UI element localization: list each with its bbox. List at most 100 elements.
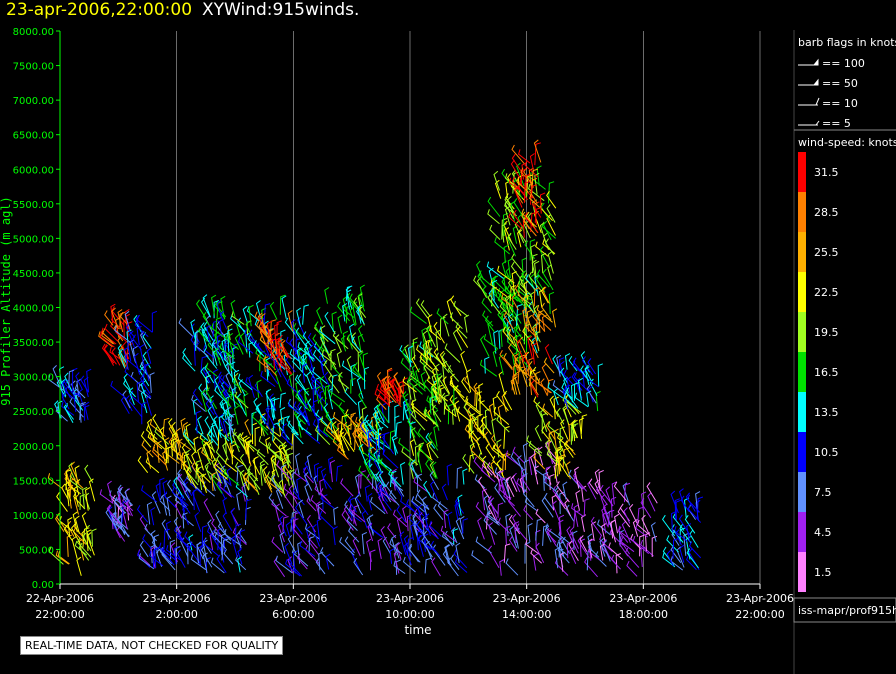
wind-barb (179, 453, 192, 474)
wind-barb (312, 399, 319, 416)
wind-barb (318, 396, 329, 417)
wind-barb (506, 173, 518, 193)
wind-barb (410, 421, 416, 439)
wind-barb (315, 425, 331, 446)
speed-swatch (798, 552, 806, 592)
x-tick-date: 23-Apr-2006 (376, 592, 444, 605)
wind-barb (365, 435, 379, 453)
wind-barb (221, 412, 234, 431)
wind-barb (486, 462, 500, 482)
wind-barb (589, 378, 598, 396)
wind-barb (240, 432, 255, 452)
wind-barb (316, 466, 323, 482)
wind-barb (214, 376, 223, 396)
wind-barb (271, 536, 284, 553)
wind-barb (513, 324, 520, 346)
wind-barb (207, 526, 219, 542)
wind-barb (442, 313, 450, 337)
wind-barb (662, 552, 676, 568)
wind-barb (251, 422, 258, 445)
wind-barb (407, 345, 414, 367)
barb-tick-icon (815, 120, 820, 126)
wind-barb (312, 524, 320, 547)
wind-barb (444, 544, 450, 565)
wind-barb (503, 491, 515, 507)
wind-barb (695, 491, 701, 513)
wind-barb (260, 313, 267, 335)
wind-barb (528, 271, 542, 292)
wind-barb (341, 510, 354, 531)
wind-barb (590, 516, 602, 536)
barb-cluster-0 (47, 461, 97, 576)
wind-barb (292, 486, 305, 506)
wind-barb (272, 456, 280, 478)
wind-barb (280, 430, 293, 446)
wind-barb (464, 424, 478, 443)
wind-barb (191, 451, 198, 469)
wind-barb (622, 482, 631, 506)
wind-barb (497, 502, 504, 518)
barb-cluster-28 (499, 284, 558, 398)
wind-barb (275, 337, 281, 359)
wind-barb (311, 378, 321, 400)
wind-barb (236, 464, 243, 482)
wind-barb (469, 413, 476, 432)
wind-barb (246, 468, 261, 490)
speed-legend-item: 13.5 (798, 392, 839, 432)
wind-barb (235, 531, 242, 549)
title-datetime: 23-apr-2006,22:00:00 (6, 0, 193, 20)
wind-barb (353, 297, 367, 319)
wind-barb (562, 404, 569, 423)
wind-barb (553, 396, 559, 420)
wind-barb (457, 406, 472, 423)
wind-barb (535, 529, 541, 550)
wind-barb (588, 542, 600, 558)
wind-barb (504, 227, 510, 251)
wind-barb (246, 306, 260, 322)
wind-barb (233, 372, 242, 394)
wind-barb (238, 337, 254, 354)
wind-barb (632, 535, 650, 554)
wind-barb (323, 371, 331, 388)
wind-barb (413, 508, 427, 528)
wind-barb (433, 321, 445, 344)
wind-barb (227, 328, 233, 352)
wind-barb (501, 293, 514, 308)
wind-barb (552, 354, 561, 374)
barb-cluster-27 (508, 139, 546, 238)
wind-barb (470, 418, 477, 442)
speed-swatch (798, 352, 806, 392)
wind-barb (195, 299, 207, 320)
legend-panel: barb flags in knots == 100 == 50 == 10 == 5 w… (793, 30, 896, 674)
wind-barb (558, 519, 564, 543)
wind-barb (394, 404, 400, 422)
wind-barb (535, 518, 543, 541)
wind-barb (361, 531, 368, 555)
wind-barb (409, 462, 415, 480)
wind-barb (487, 196, 501, 217)
wind-barb (554, 547, 560, 569)
wind-barb (242, 472, 250, 491)
wind-barb (342, 330, 349, 347)
wind-barb (162, 417, 170, 440)
wind-barb (536, 304, 553, 323)
wind-barb (407, 378, 413, 400)
wind-barb (366, 474, 379, 494)
wind-barb (294, 452, 300, 476)
wind-barb (282, 459, 292, 476)
wind-barb (312, 349, 325, 367)
wind-barb (202, 552, 208, 574)
wind-barb (139, 343, 145, 366)
wind-barb (500, 313, 511, 335)
wind-barb (184, 488, 194, 506)
wind-barb (295, 391, 311, 412)
wind-barb (348, 504, 366, 523)
wind-barb (243, 472, 256, 489)
wind-barb (174, 495, 188, 510)
wind-barb (230, 361, 236, 383)
wind-barb (195, 410, 202, 434)
barb-cluster-5 (136, 477, 193, 571)
wind-barb (291, 471, 298, 494)
wind-barb (475, 501, 490, 521)
wind-barb (546, 190, 557, 209)
